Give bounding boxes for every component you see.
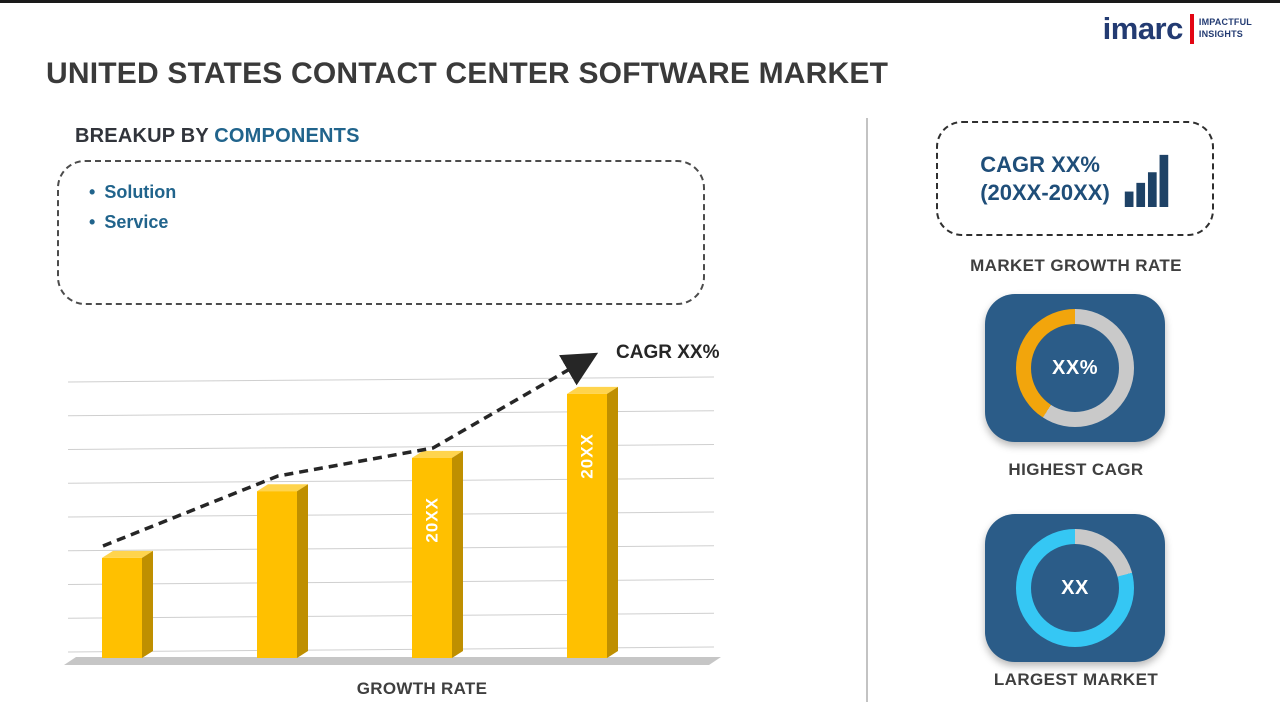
vertical-divider [866,118,868,702]
logo-red-bar [1189,13,1194,44]
cagr-card-text: CAGR XX% (20XX-20XX) [980,151,1110,207]
market-growth-card: CAGR XX% (20XX-20XX) [936,121,1214,236]
gridline [67,376,715,383]
highest-cagr-donut: XX% [1016,309,1134,427]
cagr-value: CAGR XX% [980,151,1100,177]
logo-tagline-line2: INSIGHTS [1198,28,1243,39]
logo-tagline-line1: IMPACTFUL [1198,16,1252,27]
trend-line [102,352,599,548]
breakup-heading: BREAKUP BY COMPONENTS [75,125,360,148]
component-label: Service [104,212,169,232]
ascending-bars-icon [1124,154,1169,207]
donut-center: XX [1031,544,1119,632]
highest-cagr-value: XX% [1052,356,1098,379]
cagr-period: (20XX-20XX) [980,179,1110,205]
component-label: Solution [104,182,177,202]
highest-cagr-card: XX% [985,294,1165,442]
largest-market-label: LARGEST MARKET [993,670,1159,689]
component-item-solution: • Solution [89,177,703,207]
market-growth-rate-label: MARKET GROWTH RATE [970,256,1182,275]
logo-tagline: IMPACTFUL INSIGHTS [1199,17,1252,40]
bullet-icon: • [89,212,96,232]
imarc-logo: imarc IMPACTFUL INSIGHTS [1103,13,1252,44]
bar-1 [102,550,153,658]
bar-label: 20XX [423,497,442,543]
growth-bar-chart: 20XX 20XX [64,352,721,665]
breakup-heading-highlight: COMPONENTS [214,125,360,147]
chart-x-axis-label: GROWTH RATE [356,679,488,698]
largest-market-value: XX [1061,576,1089,599]
bar-4: 20XX [567,386,618,658]
highest-cagr-label: HIGHEST CAGR [1008,460,1144,479]
donut-center: XX% [1031,324,1119,412]
bar-2 [257,484,308,658]
top-border-line [0,0,1280,3]
trend-cagr-label: CAGR XX% [616,342,720,363]
components-box: • Solution • Service [57,160,705,305]
page-title: UNITED STATES CONTACT CENTER SOFTWARE MA… [46,57,889,90]
largest-market-donut: XX [1016,529,1134,647]
logo-brand-text: imarc [1102,11,1184,46]
component-item-service: • Service [89,207,703,237]
bar-label: 20XX [578,433,597,479]
bar-3: 20XX [412,450,463,658]
chart-floor [64,657,721,665]
bullet-icon: • [89,182,96,202]
breakup-heading-prefix: BREAKUP BY [75,125,209,147]
components-list: • Solution • Service [89,177,703,237]
largest-market-card: XX [985,514,1165,662]
